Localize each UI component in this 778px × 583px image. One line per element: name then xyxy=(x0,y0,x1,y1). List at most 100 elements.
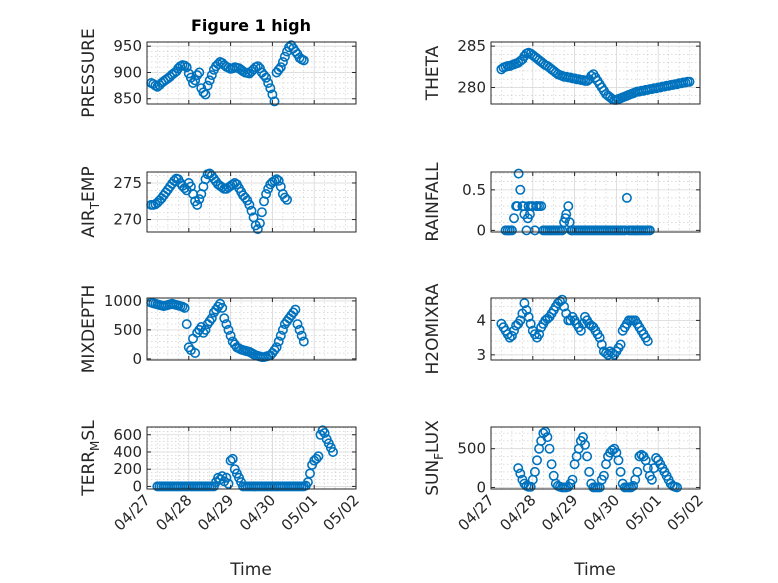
y-axis-label: RAINFALL xyxy=(423,162,443,242)
subplot-rainfall: 0 0.5 RAINFALL xyxy=(423,162,701,242)
data-point xyxy=(192,199,203,210)
data-point xyxy=(269,175,280,186)
data-point xyxy=(519,298,530,309)
data-point xyxy=(271,342,282,353)
data-point xyxy=(582,451,593,462)
data-point xyxy=(221,472,232,483)
y-tick-label: 500 xyxy=(113,321,142,339)
data-point xyxy=(281,194,292,205)
data-point xyxy=(546,459,557,470)
y-tick-label: 950 xyxy=(113,37,142,55)
data-point xyxy=(279,51,290,62)
data-point xyxy=(563,201,574,212)
data-point xyxy=(584,466,595,477)
figure-title: Figure 1 high xyxy=(191,16,311,35)
data-point xyxy=(267,89,278,100)
data-point xyxy=(628,480,639,491)
data-point xyxy=(288,307,299,318)
data-point xyxy=(559,301,570,312)
data-point xyxy=(206,70,217,81)
data-point xyxy=(192,70,203,81)
data-series xyxy=(146,168,292,235)
data-point xyxy=(596,339,607,350)
data-point xyxy=(263,78,274,89)
data-point xyxy=(319,427,330,438)
data-series xyxy=(146,40,309,107)
data-point xyxy=(277,324,288,335)
data-point xyxy=(217,302,228,313)
y-axis-label: PRESSURE xyxy=(79,28,99,117)
data-point xyxy=(671,482,682,493)
data-point xyxy=(227,453,238,464)
y-tick-label: 4 xyxy=(476,311,486,329)
data-point xyxy=(200,89,211,100)
y-tick-label: 0 xyxy=(476,478,486,496)
data-point xyxy=(204,75,215,86)
data-point xyxy=(179,302,190,313)
data-point xyxy=(269,345,280,356)
axes-container: 850 900 950 PRESSURE 280 285 THETA 270 275 AIRTEM… xyxy=(79,28,707,534)
data-point xyxy=(506,330,517,341)
y-tick-label: 0 xyxy=(132,350,142,368)
data-point xyxy=(277,56,288,67)
data-point xyxy=(271,174,282,185)
axes-box xyxy=(490,297,701,361)
data-point xyxy=(273,336,284,347)
data-point xyxy=(575,325,586,336)
data-point xyxy=(181,319,192,330)
data-point xyxy=(298,336,309,347)
data-point xyxy=(221,319,232,330)
data-point xyxy=(273,175,284,186)
y-tick-label: 400 xyxy=(113,443,142,461)
data-point xyxy=(194,194,205,205)
data-point xyxy=(198,327,209,338)
y-axis-label: H2OMIXRA xyxy=(423,283,443,374)
axes-box xyxy=(146,171,357,233)
y-axis-label: AIRTEMP xyxy=(79,166,102,237)
data-series xyxy=(496,294,653,360)
axes-box xyxy=(146,41,357,105)
data-point xyxy=(513,463,524,474)
data-point xyxy=(279,192,290,203)
data-point xyxy=(225,330,236,341)
data-point xyxy=(513,168,524,179)
data-point xyxy=(194,67,205,78)
data-point xyxy=(290,304,301,315)
data-series xyxy=(513,426,682,493)
axes-box xyxy=(146,297,357,361)
data-point xyxy=(311,453,322,464)
data-point xyxy=(298,55,309,66)
data-point xyxy=(508,213,519,224)
data-point xyxy=(254,218,265,229)
data-point xyxy=(219,313,230,324)
data-point xyxy=(506,225,517,236)
data-point xyxy=(275,62,286,73)
data-series xyxy=(500,168,655,236)
plot-area xyxy=(491,298,700,360)
y-tick-label: 0 xyxy=(132,477,142,495)
data-point xyxy=(296,330,307,341)
y-tick-label: 0.5 xyxy=(462,181,486,199)
y-axis-label: MIXDEPTH xyxy=(79,285,99,374)
y-tick-label: 285 xyxy=(457,37,486,55)
y-axis-label: SUNFLUX xyxy=(423,420,446,496)
y-tick-label: 500 xyxy=(457,440,486,458)
data-point xyxy=(258,70,269,81)
data-point xyxy=(529,466,540,477)
data-point xyxy=(223,478,234,489)
axes-box xyxy=(490,41,701,105)
data-point xyxy=(200,324,211,335)
data-point xyxy=(292,319,303,330)
data-point xyxy=(567,474,578,485)
y-tick-label: 200 xyxy=(113,460,142,478)
data-point xyxy=(515,184,526,195)
data-point xyxy=(579,439,590,450)
data-series xyxy=(496,47,695,105)
y-tick-label: 600 xyxy=(113,426,142,444)
data-point xyxy=(275,330,286,341)
subplot-mixdepth: 0 500 1000 MIXDEPTH xyxy=(79,285,357,374)
data-point xyxy=(188,78,199,89)
data-point xyxy=(265,83,276,94)
y-tick-label: 3 xyxy=(476,346,486,364)
